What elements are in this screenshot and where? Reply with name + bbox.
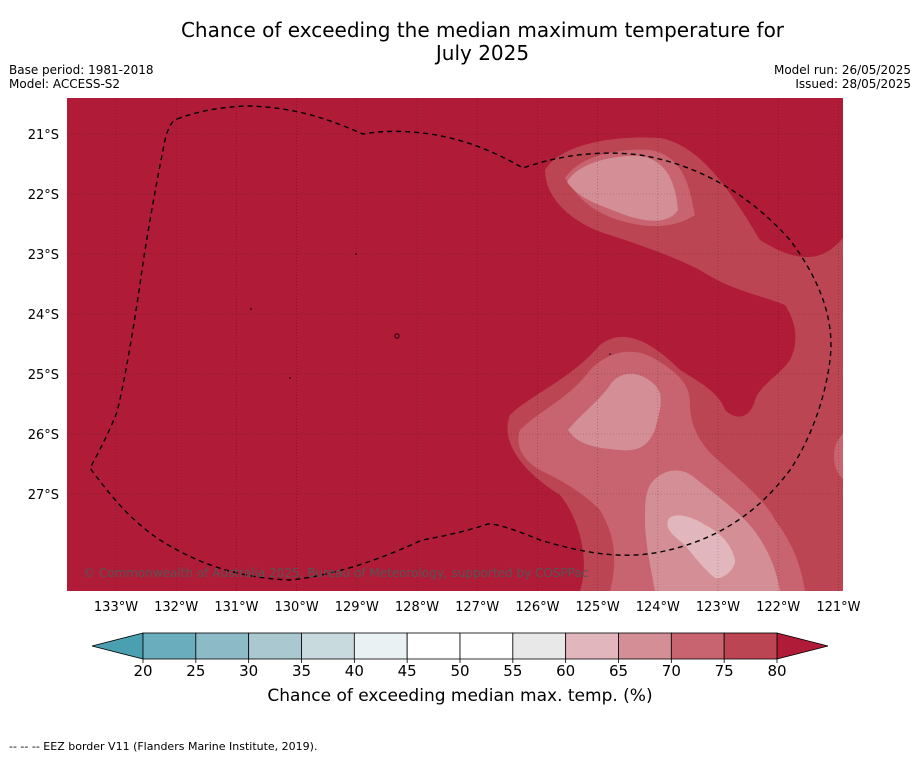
colorbar-segment [406, 632, 461, 660]
latitude-label: 26°S [28, 428, 59, 443]
colorbar-label: Chance of exceeding median max. temp. (%… [267, 686, 653, 706]
latitude-label: 25°S [28, 368, 59, 383]
colorbar: 20 25 30 35 40 45 50 55 60 65 70 75 80 [91, 632, 829, 680]
model-name: Model: ACCESS-S2 [9, 77, 121, 91]
longitude-label: 123°W [696, 600, 740, 615]
colorbar-tick-label: 25 [186, 662, 205, 680]
graticule [67, 98, 843, 591]
meta-left: Base period: 1981-2018 Model: ACCESS-S2 [9, 63, 154, 91]
colorbar-tick-label: 55 [503, 662, 522, 680]
longitude-label: 127°W [455, 600, 499, 615]
longitude-label: 124°W [636, 600, 680, 615]
longitude-label: 131°W [214, 600, 258, 615]
island-marker [355, 253, 357, 255]
base-period: Base period: 1981-2018 [9, 63, 154, 77]
colorbar-over-extension [776, 632, 829, 660]
island-marker [250, 308, 252, 310]
colorbar-tick-label: 60 [556, 662, 575, 680]
meta-right: Model run: 26/05/2025 Issued: 28/05/2025 [774, 63, 911, 91]
issued-date: Issued: 28/05/2025 [795, 77, 911, 91]
longitude-label: 132°W [154, 600, 198, 615]
colorbar-tick-label: 35 [292, 662, 311, 680]
colorbar-tick-label: 50 [450, 662, 469, 680]
colorbar-segment [723, 632, 778, 660]
colorbar-tick-label: 40 [345, 662, 364, 680]
longitude-label: 125°W [576, 600, 620, 615]
longitude-label: 128°W [395, 600, 439, 615]
colorbar-segment [512, 632, 567, 660]
island-marker [394, 333, 400, 339]
latitude-label: 24°S [28, 308, 59, 323]
colorbar-segment [142, 632, 197, 660]
forecast-map: © Commonwealth of Australia 2025, Bureau… [67, 98, 843, 591]
colorbar-segment [459, 632, 514, 660]
colorbar-tick-label: 30 [239, 662, 258, 680]
latitude-label: 22°S [28, 188, 59, 203]
colorbar-segment [353, 632, 408, 660]
colorbar-segment [301, 632, 355, 660]
island-marker [609, 353, 611, 355]
latitude-label: 21°S [28, 128, 59, 143]
longitude-label: 129°W [335, 600, 379, 615]
colorbar-tick-label: 45 [398, 662, 417, 680]
longitude-label: 130°W [275, 600, 319, 615]
island-marker [289, 377, 291, 379]
band-65-70 [567, 155, 780, 591]
longitude-labels: 133°W 132°W 131°W 130°W 129°W 128°W 127°W 126°W… [94, 600, 861, 615]
longitude-label: 126°W [515, 600, 559, 615]
longitude-label: 122°W [756, 600, 800, 615]
colorbar-segment [565, 632, 619, 660]
colorbar-tick-label: 65 [609, 662, 628, 680]
longitude-label: 133°W [94, 600, 138, 615]
latitude-label: 27°S [28, 488, 59, 503]
model-run: Model run: 26/05/2025 [773, 63, 911, 77]
colorbar-segment [618, 632, 672, 660]
band-60-65 [667, 515, 735, 579]
colorbar-segment [670, 632, 725, 660]
map-figure: © Commonwealth of Australia 2025, Bureau… [28, 98, 861, 680]
eez-border [89, 105, 832, 581]
colorbar-segment [195, 632, 250, 660]
chart-title: Chance of exceeding the median maximum t… [120, 19, 845, 65]
footnote: -- -- -- EEZ border V11 (Flanders Marine… [9, 740, 318, 753]
colorbar-under-extension [91, 632, 144, 660]
colorbar-tick-label: 80 [767, 662, 786, 680]
band-70-75 [518, 149, 843, 591]
latitude-label: 23°S [28, 248, 59, 263]
colorbar-tick-label: 20 [133, 662, 152, 680]
longitude-label: 121°W [816, 600, 860, 615]
latitude-labels: 21°S 22°S 23°S 24°S 25°S 26°S 27°S [28, 128, 59, 503]
colorbar-tick-label: 75 [715, 662, 734, 680]
title-line-1: Chance of exceeding the median maximum t… [180, 18, 785, 42]
copyright-notice: © Commonwealth of Australia 2025, Bureau… [83, 566, 588, 580]
colorbar-tick-label: 70 [662, 662, 681, 680]
colorbar-segment [248, 632, 302, 660]
title-line-2: July 2025 [435, 41, 530, 65]
